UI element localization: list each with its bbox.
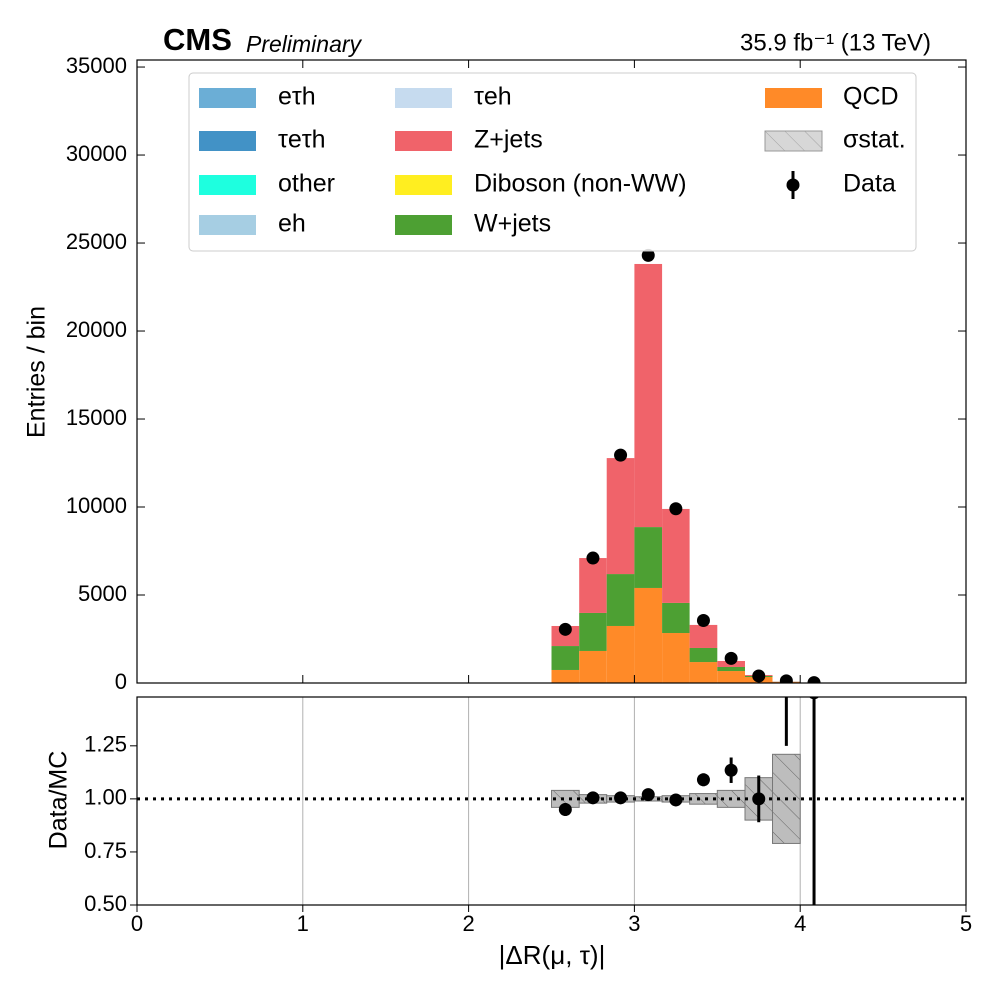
legend-label: QCD [843,83,899,111]
legend-label: τeτh [278,126,326,154]
legend-label: other [278,170,335,198]
bar-segment [634,587,663,683]
data-point [614,448,628,462]
legend-label: W+jets [474,210,551,238]
ratio-plot [137,644,966,905]
legend-box [188,72,917,252]
legend-swatch [765,88,822,108]
y-tick-label: 30000 [66,141,127,166]
legend-label: Data [843,170,896,198]
x-tick-label: 4 [794,911,806,936]
x-tick-label: 1 [297,911,309,936]
x-axis-label: |ΔR(μ, τ)| [499,940,606,970]
x-tick-label: 3 [628,911,640,936]
legend-label: Diboson (non-WW) [474,170,687,198]
data-point [586,551,600,565]
bar-segment [551,669,580,683]
x-tick-label: 0 [131,911,143,936]
legend-label: τeh [474,83,512,111]
x-tick-label: 5 [960,911,972,936]
legend-swatch [199,215,256,235]
y-tick-label: 0 [115,669,127,694]
legend-swatch [199,131,256,151]
chart-title: CMS [163,22,232,57]
bar-segment [579,612,607,651]
bar-segment [662,602,690,634]
ratio-y-axis-label: Data/MC [45,751,73,850]
legend-swatch [786,178,800,192]
bar-segment [606,625,635,683]
axes: 0 5000 10000 15000 20000 25000 30000 35000 0 1 2 3 4… [66,53,972,936]
y-tick-label: 1.25 [84,732,127,757]
y-tick-label: 10000 [66,493,127,518]
bar-segment [662,633,690,683]
data-point [669,793,683,807]
data-point [724,651,738,665]
data-point [614,791,628,805]
plot-frame [136,59,967,684]
main-plot [551,248,821,683]
legend-label: σstat. [843,126,906,154]
data-point [641,788,655,802]
data-point [696,614,710,628]
data-point [780,644,793,657]
bar-segment [689,662,718,683]
legend-swatch [395,131,452,151]
legend-label: Z+jets [474,126,543,154]
data-point [752,669,766,683]
legend-swatch [764,130,823,152]
data-point [752,792,766,806]
bar-segment [689,624,718,648]
bar-segment [662,508,690,603]
legend-swatch [395,88,452,108]
legend: eτh τeτh other eh τeh Z+jets Diboson (non-WW) W… [188,72,917,252]
data-point [779,674,793,683]
y-tick-label: 0.75 [84,838,127,863]
bar-segment [717,666,745,672]
lumi-label: 35.9 fb⁻¹ (13 TeV) [740,29,931,56]
legend-swatch [199,88,256,108]
y-tick-label: 1.00 [84,785,127,810]
legend-label: eh [278,210,306,238]
bar-segment [579,650,607,683]
data-point [696,773,710,787]
bar-segment [551,646,580,670]
y-tick-label: 0.50 [84,891,127,916]
bar-segment [606,574,635,626]
bar-segment [689,647,718,663]
legend-label: eτh [278,83,316,111]
data-point [558,622,572,636]
bar-segment [634,527,663,588]
data-point [807,676,821,683]
bar-segment [551,625,580,647]
legend-swatch [395,215,452,235]
data-point [641,248,655,262]
plot-frame [136,696,967,906]
bar-segment [634,263,663,528]
y-tick-label: 15000 [66,405,127,430]
y-tick-label: 20000 [66,317,127,342]
data-point [586,791,600,805]
bar-segment [717,671,745,683]
y-tick-label: 25000 [66,229,127,254]
legend-swatch [199,175,256,195]
chart-subtitle: Preliminary [246,31,363,57]
bar-segment [606,458,635,575]
y-tick-label: 35000 [66,53,127,78]
y-tick-label: 5000 [78,581,127,606]
legend-swatch [395,175,452,195]
data-point [724,763,738,777]
y-axis-label: Entries / bin [23,306,51,438]
data-point [558,802,572,816]
x-tick-label: 2 [462,911,474,936]
bar-segment [579,558,607,613]
data-point [669,502,683,516]
